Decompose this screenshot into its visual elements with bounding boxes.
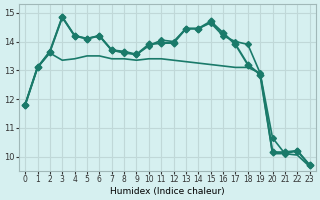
X-axis label: Humidex (Indice chaleur): Humidex (Indice chaleur) — [110, 187, 225, 196]
